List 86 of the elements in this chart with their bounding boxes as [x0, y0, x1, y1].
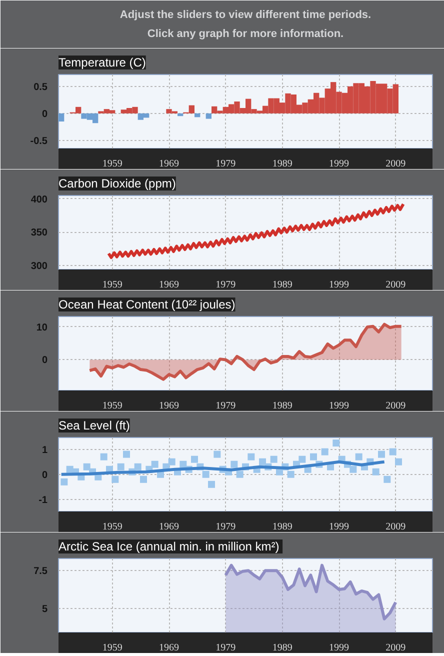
point [310, 453, 317, 460]
point [117, 463, 124, 470]
y-tick-label: -1 [38, 494, 48, 506]
point [372, 468, 380, 476]
y-tick-label: 0 [42, 108, 48, 120]
x-tick-label: 1989 [272, 642, 292, 654]
line-series [107, 202, 405, 259]
x-tick-label: 1999 [329, 642, 349, 654]
x-tick-label: 1999 [329, 280, 349, 290]
y-tick-label: 0 [42, 470, 48, 481]
x-tick-label: 1989 [272, 522, 292, 532]
x-tick-label: 1959 [102, 158, 122, 170]
y-tick-label: 7.5 [34, 566, 48, 578]
x-tick-label: 2009 [386, 280, 406, 290]
bar [178, 113, 184, 116]
x-tick-label: 1979 [216, 280, 236, 290]
x-tick-label: 1979 [216, 642, 236, 654]
y-tick-label: 300 [30, 261, 48, 272]
x-tick-label: 1959 [102, 400, 122, 412]
x-tick-label: 1969 [159, 522, 179, 532]
point [202, 470, 210, 478]
point [298, 456, 306, 463]
point [332, 440, 340, 447]
point [248, 453, 255, 460]
y-tick-label: -0.5 [30, 136, 48, 147]
x-tick-label: 1969 [159, 280, 179, 290]
point [230, 460, 238, 468]
x-tick-label: 1959 [102, 522, 122, 532]
x-tick-label: 2009 [386, 158, 406, 170]
bar [194, 113, 200, 118]
y-tick-label: 10 [36, 322, 48, 334]
chart-title: Carbon Dioxide (ppm) [58, 176, 176, 190]
point [378, 450, 385, 458]
x-tick-label: 1969 [159, 400, 179, 412]
chart-title: Sea Level (ft) [58, 418, 130, 432]
point [123, 450, 130, 458]
point [60, 478, 68, 486]
point [208, 480, 215, 488]
x-tick-label: 1989 [272, 400, 292, 412]
point [236, 470, 244, 478]
x-tick-label: 1969 [159, 158, 179, 170]
x-tick-label: 1989 [272, 158, 292, 170]
point [151, 460, 158, 468]
point [270, 456, 278, 463]
x-tick-label: 1979 [216, 400, 236, 412]
y-tick-label: 1 [42, 444, 48, 456]
bar [206, 113, 212, 119]
x-tick-label: 2009 [386, 400, 406, 412]
chart-title: Temperature (C) [58, 56, 146, 70]
point [259, 458, 266, 466]
point [168, 458, 176, 466]
chart-title: Ocean Heat Content (10²² joules) [58, 298, 236, 312]
point [214, 450, 221, 458]
point [100, 453, 108, 460]
point [321, 448, 328, 456]
x-tick-label: 2009 [386, 642, 406, 654]
x-tick-label: 1969 [159, 642, 179, 654]
x-tick-label: 1999 [329, 522, 349, 532]
x-tick-label: 1999 [329, 400, 349, 412]
x-tick-label: 1999 [329, 158, 349, 170]
x-tick-label: 1979 [216, 522, 236, 532]
x-tick-label: 1959 [102, 642, 122, 654]
text: Click any graph for more information. [147, 28, 344, 40]
point [112, 476, 119, 483]
x-tick-label: 1979 [216, 158, 236, 170]
point [355, 453, 362, 460]
x-tick-label: 1959 [102, 280, 122, 290]
y-tick-label: 400 [30, 194, 48, 206]
point [350, 466, 357, 473]
point [140, 476, 147, 483]
point [134, 463, 142, 470]
point [191, 456, 198, 463]
point [384, 476, 391, 483]
y-tick-label: 0.5 [34, 82, 48, 93]
x-tick-label: 1989 [272, 280, 292, 290]
point [389, 448, 396, 456]
bar [58, 113, 64, 122]
point [287, 470, 294, 478]
y-tick-label: 5 [42, 604, 48, 615]
y-tick-label: 0 [42, 355, 48, 366]
chart-title: Arctic Sea Ice (annual min. in million km²) [58, 540, 280, 554]
x-tick-label: 2009 [386, 522, 406, 532]
y-tick-label: 350 [30, 228, 48, 239]
point [83, 463, 90, 470]
text: Adjust the sliders to view different time periods. [120, 8, 372, 21]
point [395, 458, 402, 466]
